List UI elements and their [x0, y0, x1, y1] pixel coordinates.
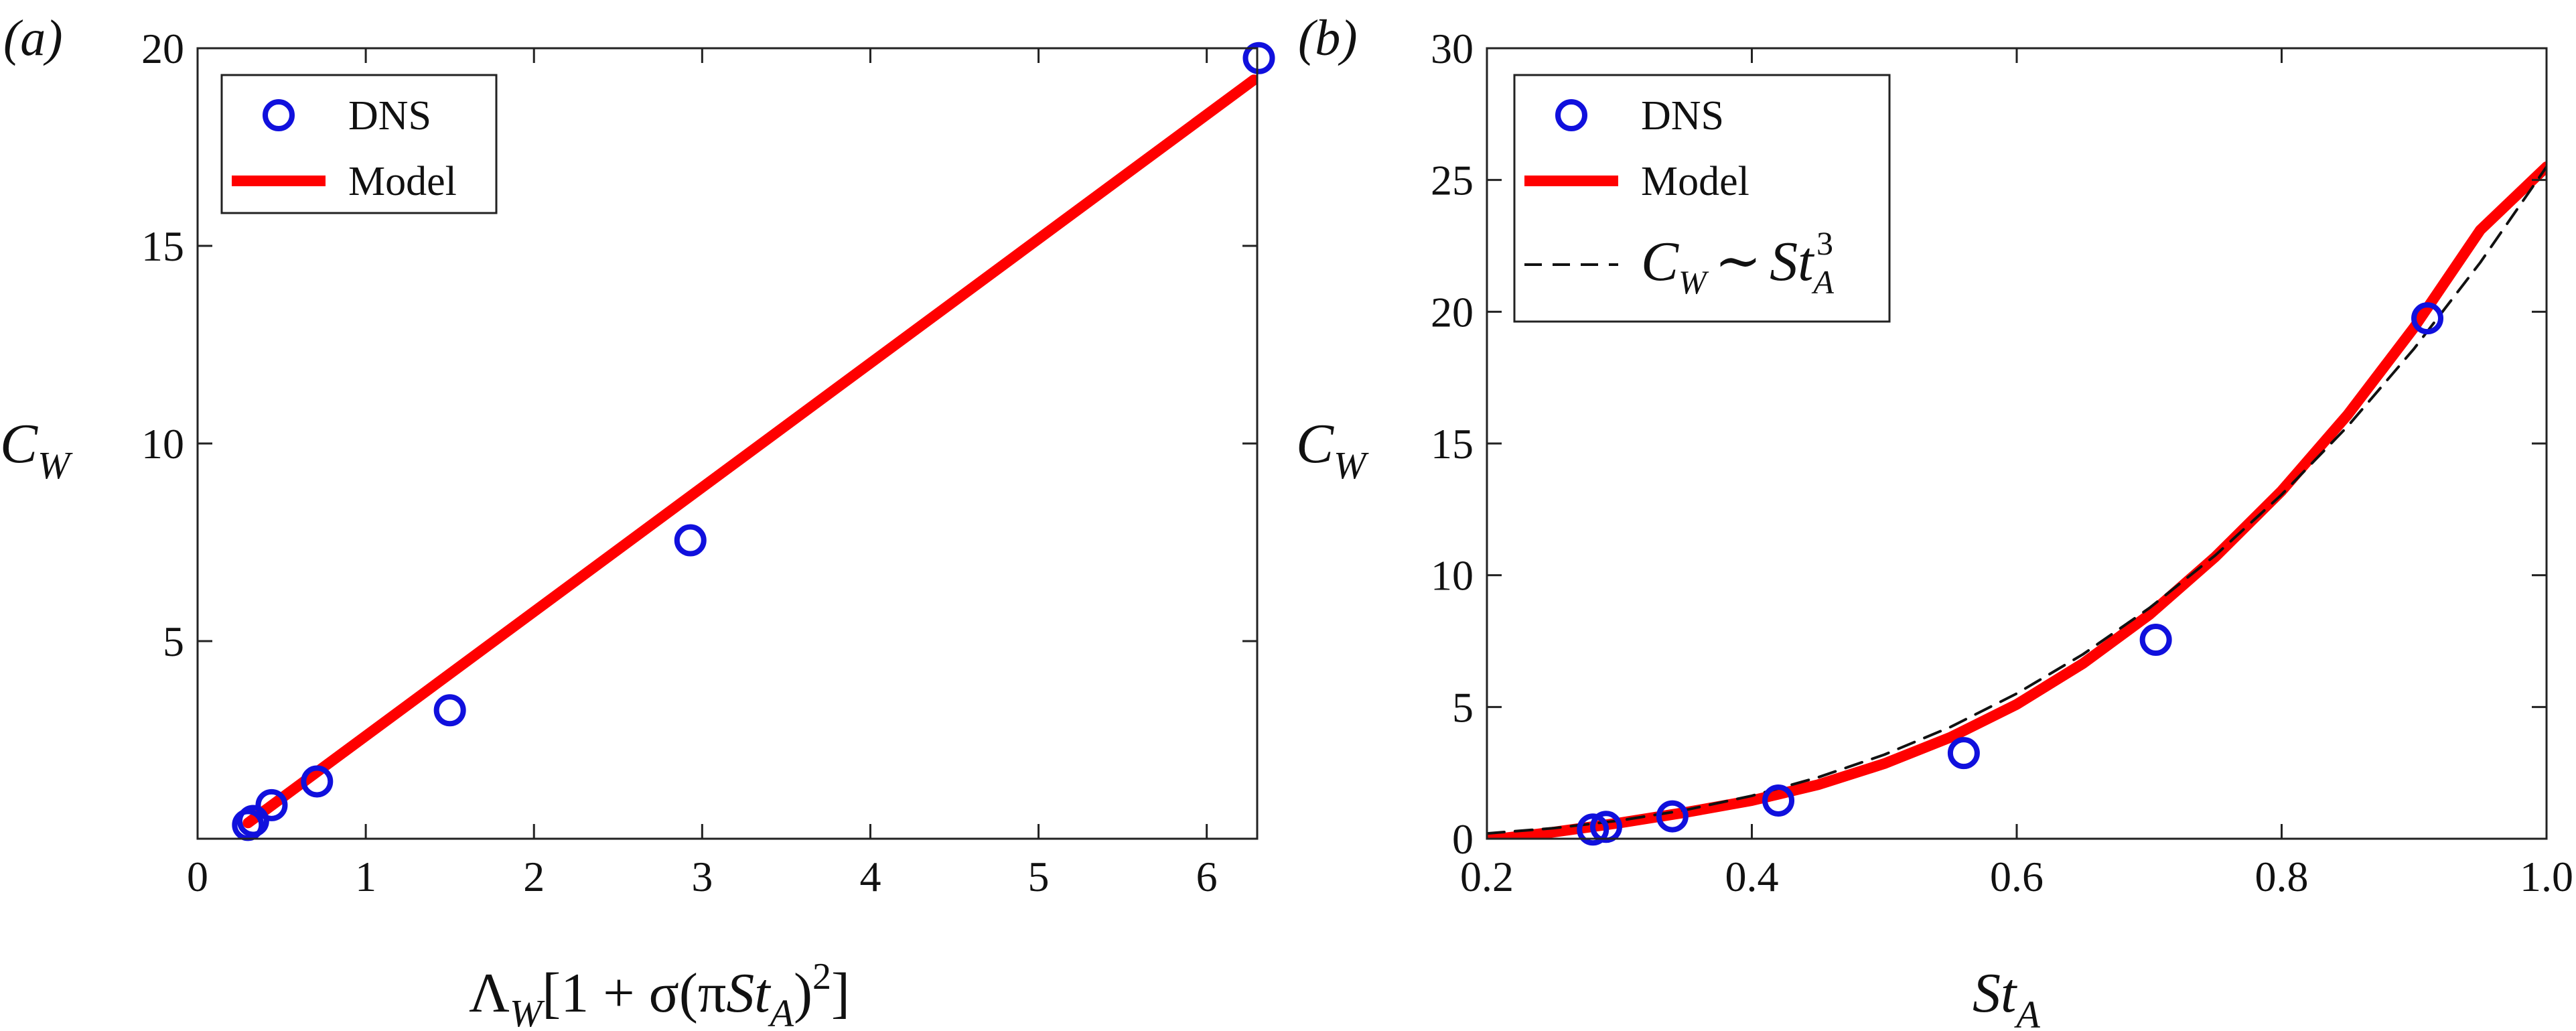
- dns-data-point: [2411, 302, 2444, 335]
- panel-a-xlabel: ΛW[1 + σ(πStA)2]: [469, 956, 850, 1031]
- panel-a-ylabel: CW: [0, 413, 73, 487]
- panel-b-xlabel: StA: [1973, 962, 2040, 1031]
- legend-box: [1513, 74, 1891, 323]
- dns-data-point: [1947, 737, 1980, 770]
- y-tick-label: 15: [141, 222, 184, 270]
- legend-marker-dns: [1555, 99, 1587, 131]
- legend-label-dns: DNS: [1641, 93, 1724, 139]
- dns-data-point: [1577, 813, 1609, 846]
- x-tick-label: 0.8: [2255, 853, 2309, 900]
- dns-data-point: [1762, 784, 1795, 817]
- x-tick-label: 2: [523, 853, 545, 900]
- y-tick-label: 20: [141, 25, 184, 72]
- model-line: [242, 74, 1257, 829]
- scaling-dashed-line: [1487, 165, 2547, 835]
- y-tick-label: 10: [141, 420, 184, 468]
- dns-data-point: [236, 805, 269, 837]
- x-tick-label: 6: [1196, 853, 1218, 900]
- legend-label-dns: DNS: [348, 93, 431, 139]
- dns-data-point: [2139, 624, 2172, 657]
- x-tick-label: 0.6: [1990, 853, 2044, 900]
- x-tick-label: 3: [691, 853, 713, 900]
- legend-box: [220, 74, 498, 214]
- dns-data-point: [1656, 800, 1689, 833]
- x-tick-label: 1: [355, 853, 376, 900]
- model-line: [1487, 161, 2547, 839]
- panel-a-label: (a): [3, 10, 63, 66]
- panel-b-label: (b): [1298, 10, 1358, 66]
- legend-marker-dns: [263, 99, 295, 131]
- panel-b-ylabel: CW: [1296, 413, 1369, 487]
- x-tick-label: 1.0: [2520, 853, 2573, 900]
- y-tick-label: 25: [1431, 157, 1474, 204]
- legend-label-model: Model: [348, 159, 457, 204]
- y-tick-label: 30: [1431, 25, 1474, 72]
- x-tick-label: 4: [859, 853, 881, 900]
- y-tick-label: 15: [1431, 420, 1474, 468]
- dns-data-point: [433, 694, 466, 727]
- y-tick-label: 0: [1452, 815, 1474, 863]
- dns-data-point: [301, 765, 334, 798]
- x-tick-label: 5: [1028, 853, 1050, 900]
- x-tick-label: 0.4: [1725, 853, 1779, 900]
- dns-data-point: [1589, 811, 1622, 843]
- x-tick-label: 0: [187, 853, 208, 900]
- panel-b-legend: DNS Model CW ∼ StA3: [1513, 74, 1891, 323]
- y-tick-label: 5: [1452, 683, 1474, 731]
- y-tick-label: 20: [1431, 288, 1474, 336]
- dns-data-point: [674, 524, 707, 557]
- y-tick-label: 5: [163, 618, 184, 665]
- x-tick-label: 0.2: [1460, 853, 1514, 900]
- y-tick-label: 10: [1431, 552, 1474, 600]
- chart-panel-b: (b) 0.2 0.4 0.6 0.8 1.0 0 5 10 15 20 25 30 CW StA D…: [1296, 10, 2573, 1031]
- dns-data-point: [1242, 42, 1275, 74]
- dns-data-point: [255, 788, 288, 821]
- chart-panel-a: (a) 0 1 2 3 4 5 6 5 10 15 20 CW ΛW[1 + σ(πStA)2] D…: [0, 10, 1275, 1031]
- legend-label-model: Model: [1641, 159, 1749, 204]
- legend-label-scaling: CW ∼ StA3: [1641, 224, 1834, 301]
- panel-a-legend: DNS Model: [220, 74, 498, 214]
